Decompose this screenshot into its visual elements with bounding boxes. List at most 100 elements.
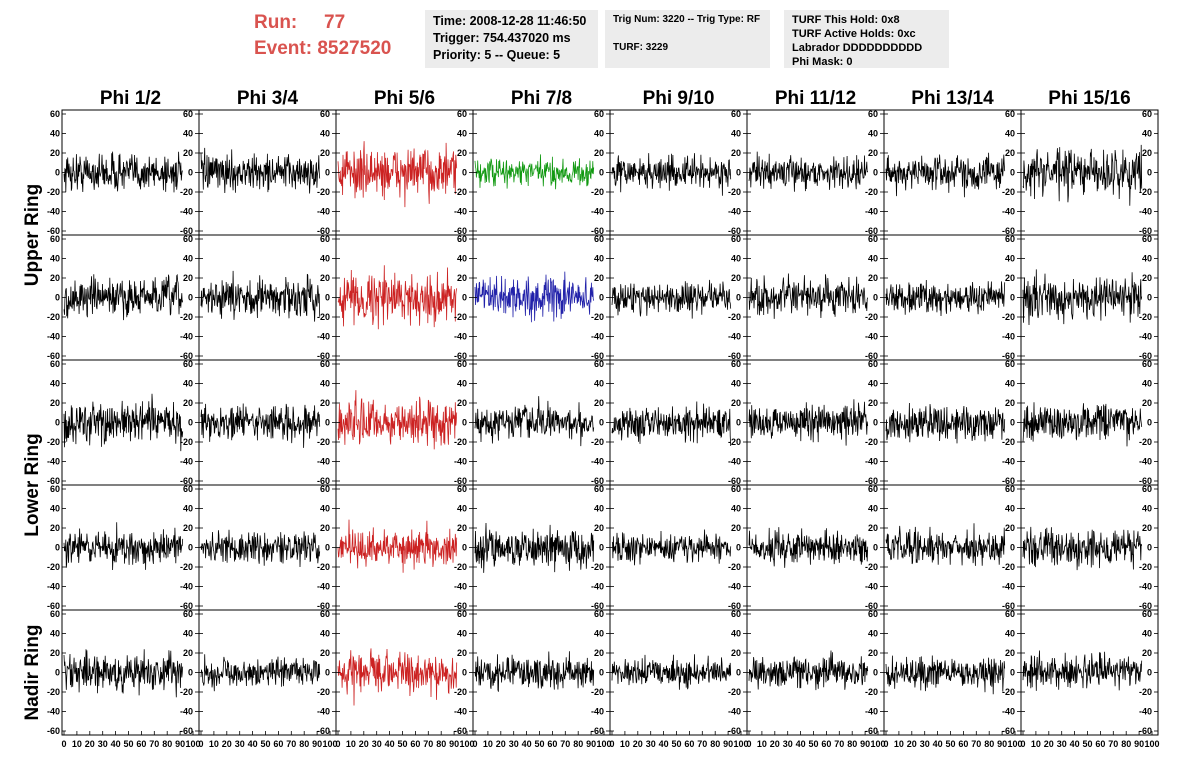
- y-tick-label: -20: [1002, 437, 1015, 447]
- x-tick-label: 90: [586, 739, 596, 749]
- y-tick-label: 60: [1005, 609, 1015, 619]
- y-tick-label: 40: [1142, 129, 1152, 139]
- y-tick-label: 0: [873, 418, 878, 428]
- x-tick-label: 10: [757, 739, 767, 749]
- x-tick-label: 10: [1031, 739, 1041, 749]
- y-tick-label: -60: [1002, 601, 1015, 611]
- y-tick-label: 60: [1005, 109, 1015, 119]
- y-tick-label: 60: [50, 359, 60, 369]
- waveform-trace: [748, 527, 869, 568]
- y-tick-label: -40: [728, 582, 741, 592]
- y-tick-label: 20: [1005, 148, 1015, 158]
- y-tick-label: -60: [591, 226, 604, 236]
- y-tick-label: -40: [865, 207, 878, 217]
- y-tick-label: -40: [591, 332, 604, 342]
- column-header: Phi 11/12: [775, 88, 856, 109]
- y-tick-label: -40: [728, 332, 741, 342]
- y-tick-label: -40: [454, 457, 467, 467]
- x-tick-label: 90: [1134, 739, 1144, 749]
- y-tick-label: 0: [599, 668, 604, 678]
- y-tick-label: -60: [591, 351, 604, 361]
- y-tick-label: 40: [320, 129, 330, 139]
- y-tick-label: 20: [50, 273, 60, 283]
- y-tick-label: -40: [865, 707, 878, 717]
- x-tick-label: 60: [821, 739, 831, 749]
- x-tick-label: 80: [299, 739, 309, 749]
- column-header: Phi 9/10: [643, 88, 715, 109]
- waveform-trace: [885, 152, 1006, 198]
- y-tick-label: 20: [594, 273, 604, 283]
- y-tick-label: 60: [320, 234, 330, 244]
- y-tick-label: -20: [865, 437, 878, 447]
- x-tick-label: 40: [659, 739, 669, 749]
- y-tick-label: 0: [55, 418, 60, 428]
- y-tick-label: 20: [594, 523, 604, 533]
- y-tick-label: 0: [325, 168, 330, 178]
- y-tick-label: 20: [731, 398, 741, 408]
- y-tick-label: 20: [731, 273, 741, 283]
- x-tick-label: 100: [1144, 739, 1159, 749]
- x-tick-label: 10: [209, 739, 219, 749]
- y-tick-label: -40: [47, 332, 60, 342]
- y-tick-label: -40: [728, 207, 741, 217]
- y-tick-label: 0: [55, 543, 60, 553]
- y-tick-label: 20: [594, 398, 604, 408]
- y-tick-label: 60: [731, 109, 741, 119]
- turf-line: TURF: 3229: [613, 42, 669, 53]
- y-tick-label: -40: [180, 332, 193, 342]
- y-tick-label: 0: [873, 168, 878, 178]
- y-tick-label: 0: [1147, 543, 1152, 553]
- y-tick-label: -20: [47, 312, 60, 322]
- x-tick-label: 10: [346, 739, 356, 749]
- x-tick-label: 100: [1007, 739, 1022, 749]
- waveform-trace: [748, 151, 869, 192]
- y-tick-label: -60: [1139, 476, 1152, 486]
- x-tick-label: 50: [123, 739, 133, 749]
- y-tick-label: 60: [183, 484, 193, 494]
- y-tick-label: 0: [1010, 543, 1015, 553]
- x-tick-label: 80: [436, 739, 446, 749]
- x-tick-label: 50: [1082, 739, 1092, 749]
- y-tick-label: 0: [1147, 668, 1152, 678]
- y-tick-label: 0: [599, 293, 604, 303]
- y-tick-label: 40: [183, 504, 193, 514]
- y-tick-label: -20: [591, 687, 604, 697]
- y-tick-label: -60: [454, 226, 467, 236]
- y-tick-label: -40: [865, 457, 878, 467]
- y-tick-label: 60: [594, 234, 604, 244]
- x-tick-label: 100: [733, 739, 748, 749]
- x-tick-label: 70: [423, 739, 433, 749]
- y-tick-label: 60: [183, 234, 193, 244]
- x-tick-label: 60: [684, 739, 694, 749]
- waveform-trace: [1022, 269, 1143, 326]
- x-tick-label: 70: [149, 739, 159, 749]
- y-tick-label: -40: [317, 457, 330, 467]
- y-tick-label: 20: [868, 523, 878, 533]
- y-tick-label: 60: [320, 109, 330, 119]
- y-tick-label: 0: [1147, 418, 1152, 428]
- y-tick-label: 40: [594, 504, 604, 514]
- y-tick-label: 40: [457, 504, 467, 514]
- x-tick-label: 30: [509, 739, 519, 749]
- y-tick-label: 40: [183, 254, 193, 264]
- y-tick-label: 60: [1005, 234, 1015, 244]
- y-tick-label: -60: [317, 726, 330, 736]
- y-tick-label: 40: [594, 254, 604, 264]
- y-tick-label: -60: [47, 351, 60, 361]
- x-tick-label: 20: [770, 739, 780, 749]
- y-tick-label: 40: [457, 629, 467, 639]
- y-tick-label: 60: [457, 484, 467, 494]
- y-tick-label: 60: [457, 109, 467, 119]
- y-tick-label: -60: [591, 601, 604, 611]
- y-tick-label: 0: [599, 168, 604, 178]
- y-tick-label: 60: [731, 609, 741, 619]
- x-tick-label: 70: [560, 739, 570, 749]
- y-tick-label: -60: [317, 601, 330, 611]
- y-tick-label: 60: [868, 234, 878, 244]
- y-tick-label: 40: [50, 254, 60, 264]
- y-tick-label: 60: [731, 234, 741, 244]
- x-tick-label: 0: [1020, 739, 1025, 749]
- y-tick-label: -20: [591, 312, 604, 322]
- waveform-trace: [63, 649, 184, 698]
- y-tick-label: 20: [868, 148, 878, 158]
